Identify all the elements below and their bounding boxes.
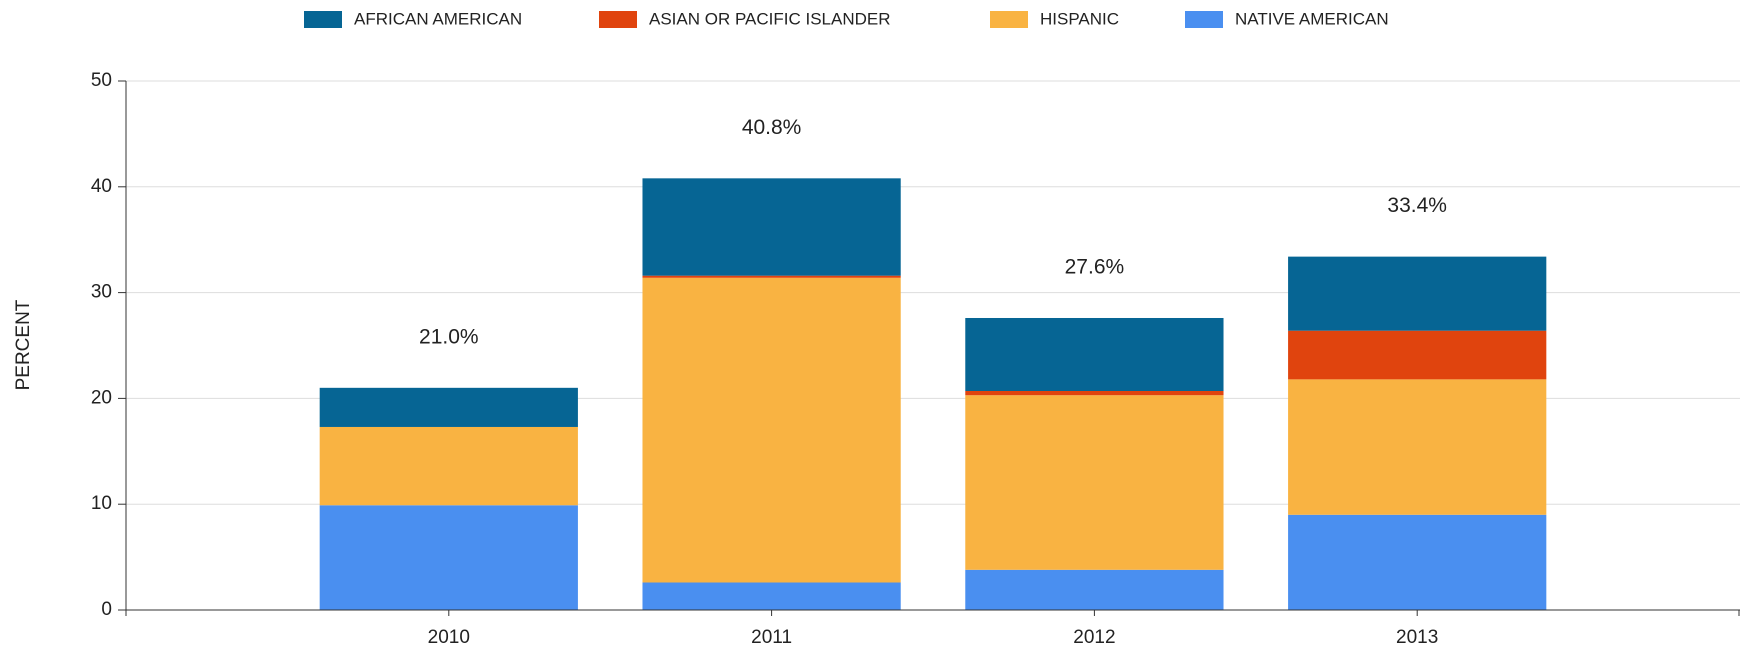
bar-segment (642, 275, 901, 278)
bar-segment (319, 505, 578, 610)
bar-segment (642, 277, 901, 583)
bar-segment (642, 582, 901, 610)
y-axis-label: PERCENT (13, 299, 34, 390)
bar-segment (965, 395, 1224, 570)
total-label: 27.6% (1065, 256, 1125, 279)
legend-label: ASIAN OR PACIFIC ISLANDER (649, 9, 891, 28)
legend-swatch (304, 11, 342, 28)
y-tick-label: 30 (91, 282, 112, 303)
legend-swatch (990, 11, 1028, 28)
bar-segment (319, 426, 578, 506)
x-tick-label: 2011 (751, 627, 792, 648)
total-label: 40.8% (742, 116, 802, 139)
y-tick-label: 40 (91, 176, 112, 197)
bar-segment (1288, 514, 1547, 610)
total-label: 21.0% (419, 325, 479, 348)
bar-segment (965, 569, 1224, 610)
y-tick-label: 0 (101, 599, 112, 620)
legend-label: AFRICAN AMERICAN (354, 9, 522, 28)
bar-segment (1288, 379, 1547, 515)
bar-segment (319, 387, 578, 427)
bar-segment (965, 317, 1224, 391)
x-tick-label: 2010 (428, 627, 470, 648)
legend-label: HISPANIC (1040, 9, 1119, 28)
y-tick-label: 50 (91, 70, 112, 91)
legend-swatch (1185, 11, 1223, 28)
x-tick-label: 2012 (1073, 627, 1115, 648)
bar-segment (642, 178, 901, 276)
y-tick-label: 20 (91, 387, 112, 408)
legend-swatch (599, 11, 637, 28)
total-label: 33.4% (1387, 194, 1447, 217)
bar-segment (965, 390, 1224, 396)
bar-segment (1288, 330, 1547, 380)
bar-segment (1288, 256, 1547, 331)
x-tick-label: 2013 (1396, 627, 1438, 648)
y-tick-label: 10 (91, 493, 112, 514)
legend-label: NATIVE AMERICAN (1235, 9, 1389, 28)
